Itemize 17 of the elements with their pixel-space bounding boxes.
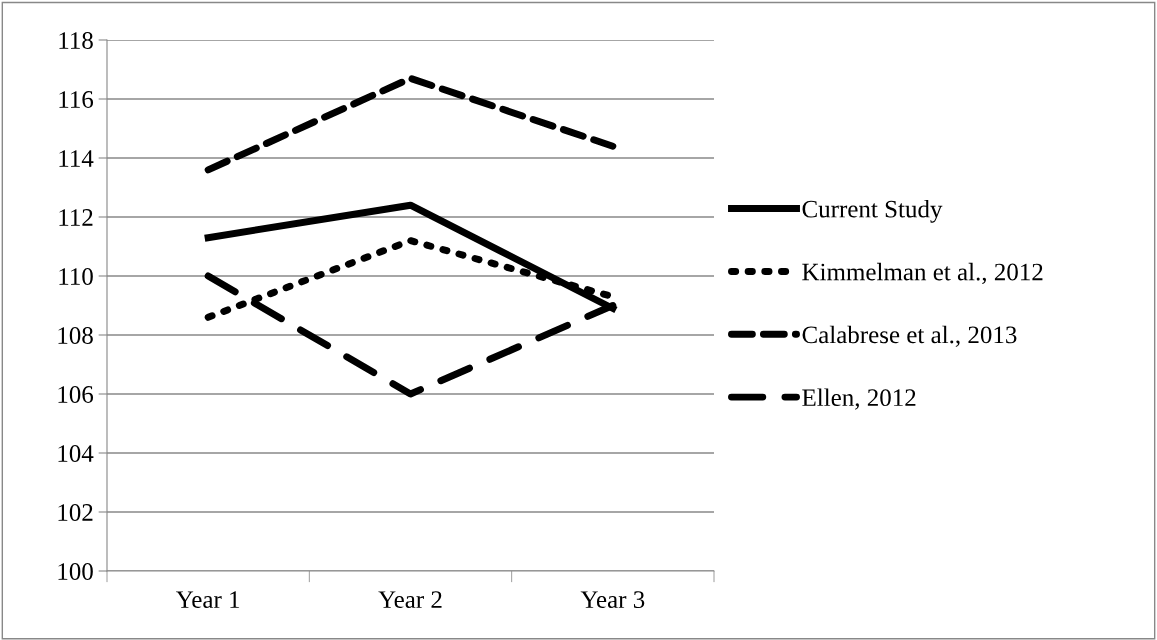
y-tick-label: 102 [58,504,93,521]
legend-label: Current Study [802,199,943,223]
y-tick-label: 112 [59,209,93,226]
legend-label: Calabrese et al., 2013 [802,325,1017,347]
y-tick-label: 118 [59,32,93,49]
x-tick-label: Year 1 [176,591,240,609]
legend-label: Ellen, 2012 [802,388,916,410]
y-tick-label: 100 [58,563,93,580]
y-tick-label: 114 [59,150,94,167]
y-tick-label: 104 [58,445,94,462]
y-tick-label: 106 [58,386,94,403]
y-tick-label: 116 [59,91,94,108]
y-tick-label: 110 [59,268,93,285]
legend-label: Kimmelman et al., 2012 [802,262,1043,285]
x-tick-label: Year 3 [580,591,645,609]
y-tick-label: 108 [58,327,93,344]
x-tick-label: Year 2 [378,591,442,609]
